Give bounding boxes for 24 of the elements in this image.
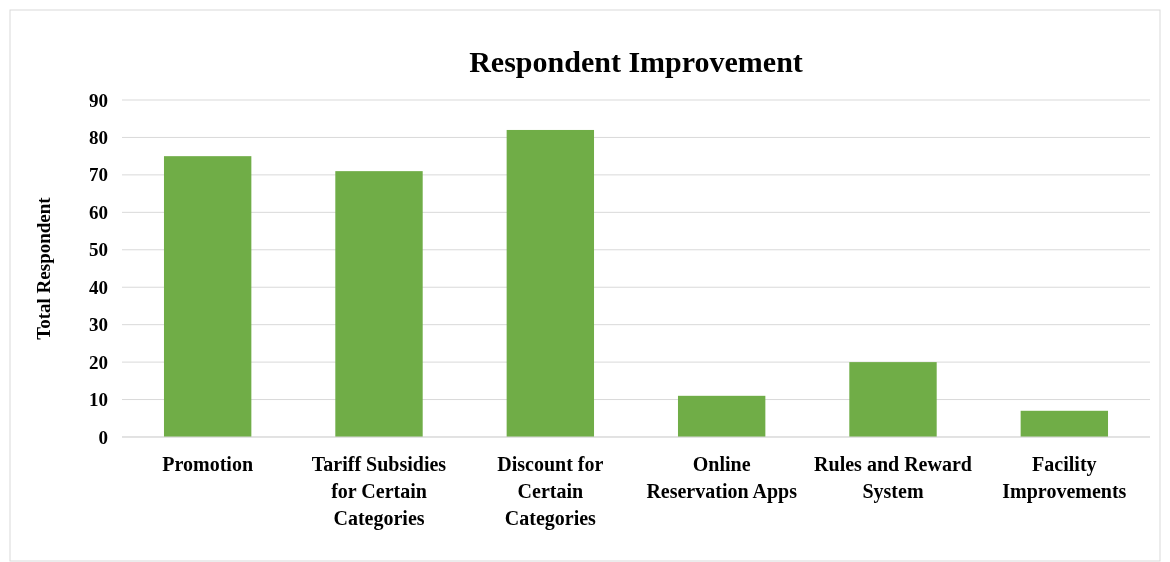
bar [163,156,252,437]
y-tick-label: 80 [89,127,108,149]
x-tick-label: Tariff Subsidies for Certain Categories [311,453,447,531]
bar [849,362,937,437]
bar [506,129,595,437]
x-tick-label: Facility Improvements [1002,453,1127,504]
chart-title: Respondent Improvement [469,45,803,78]
x-tick-label: Promotion [162,453,254,476]
bar [1020,410,1109,437]
y-tick-label: 10 [89,389,108,411]
bar [677,395,766,437]
y-tick-label: 20 [89,351,108,373]
bar [335,171,423,437]
x-tick-label: Online Reservation Apps [646,453,798,504]
y-tick-label: 90 [89,89,108,111]
y-tick-label: 30 [89,314,108,336]
y-tick-label: 50 [89,239,108,261]
y-tick-label: 60 [89,201,108,223]
y-tick-label: 70 [89,164,108,186]
y-axis-title: Total Respondent [33,196,54,340]
y-tick-label: 0 [98,426,108,448]
x-tick-label: Discount for Certain Categories [497,453,604,531]
y-tick-label: 40 [89,276,108,298]
x-tick-label: Rules and Reward System [814,453,972,504]
